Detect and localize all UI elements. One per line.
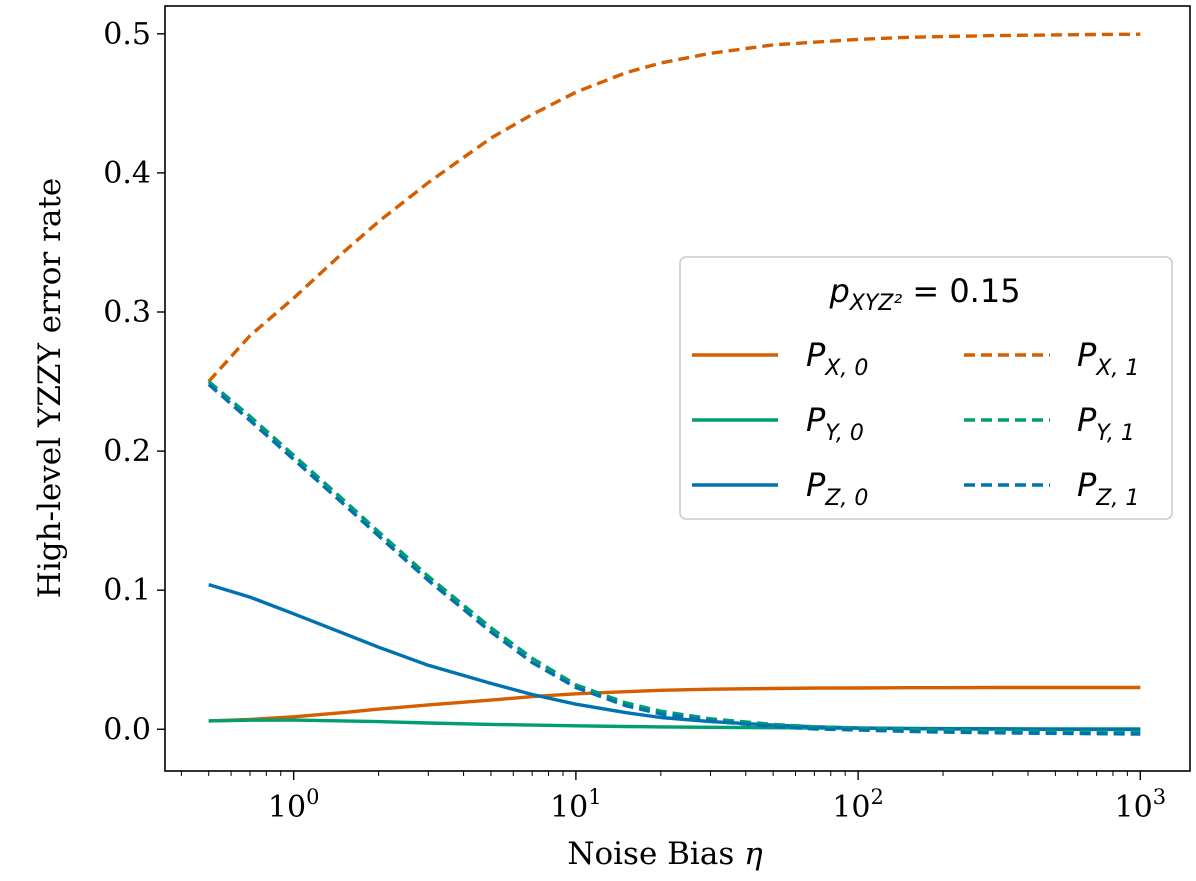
- legend: pXYZ² = 0.15 PX, 0 PY, 0 PZ, 0 PX, 1 PY, 1 PZ…: [679, 256, 1173, 520]
- series-layer: [207, 32, 1141, 736]
- y-tick-label-4: 0.4: [103, 156, 151, 191]
- x-axis-title: Noise Bias η: [567, 836, 763, 872]
- legend-box: [679, 256, 1173, 520]
- x-tick-label-0: 100: [268, 785, 320, 825]
- legend-label-1: PY, 0: [806, 401, 864, 446]
- legend-label-2: PZ, 0: [806, 466, 868, 511]
- x-tick-label-3: 103: [1115, 785, 1167, 825]
- legend-label-0: PX, 0: [806, 336, 868, 381]
- legend-label-4: PY, 1: [1077, 401, 1135, 446]
- series-line-2: [208, 582, 1141, 732]
- x-tick-label-1: 101: [550, 785, 602, 825]
- y-tick-label-0: 0.0: [103, 712, 151, 747]
- y-tick-label-1: 0.1: [103, 573, 151, 608]
- y-tick-label-2: 0.2: [103, 434, 151, 469]
- y-axis-title: High-level YZZY error rate: [32, 178, 68, 598]
- legend-label-3: PX, 1: [1077, 336, 1139, 381]
- legend-title: pXYZ² = 0.15: [828, 272, 1020, 316]
- series-line-5: [207, 383, 1141, 736]
- series-line-0: [208, 685, 1141, 723]
- y-tick-label-5: 0.5: [103, 17, 151, 52]
- legend-entries: PX, 0 PY, 0 PZ, 0 PX, 1 PY, 1 PZ, 1: [692, 336, 1139, 511]
- series-line-4: [207, 380, 1141, 734]
- x-tick-label-2: 102: [832, 785, 884, 825]
- y-tick-label-3: 0.3: [103, 295, 151, 330]
- ticks-layer: 0.0 0.1 0.2 0.3 0.4 0.5 100 101 102 103: [103, 17, 1166, 825]
- plot-frame: [164, 5, 1191, 772]
- legend-label-5: PZ, 1: [1077, 466, 1139, 511]
- series-line-3: [207, 32, 1141, 383]
